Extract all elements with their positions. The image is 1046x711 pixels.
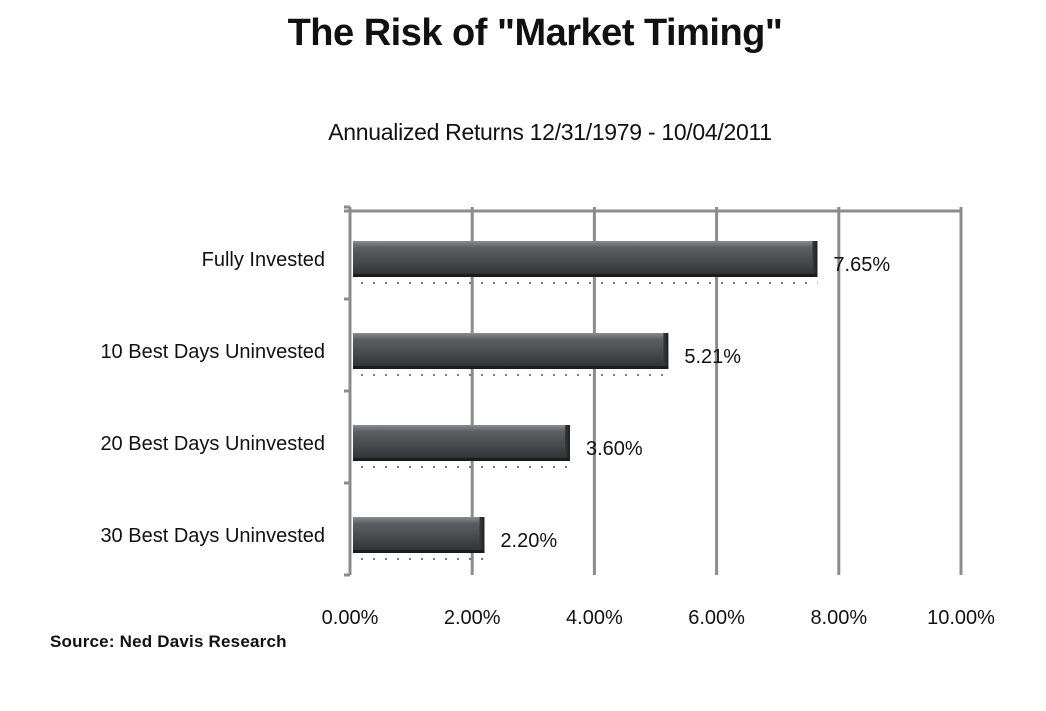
chart-title: The Risk of "Market Timing" [287,12,783,54]
data-label: 5.21% [684,346,741,368]
bar [353,333,669,376]
bar-end-cap [564,425,570,461]
labels: 0.00% 2.00% 4.00% 6.00% 8.00% 10.00% Fully Inv… [100,249,995,629]
category-label: 10 Best Days Uninvested [100,341,325,363]
chart-subtitle: Annualized Returns 12/31/1979 - 10/04/20… [328,119,772,145]
x-tick-label: 10.00% [927,607,995,629]
bar-bottom-edge [353,366,669,369]
category-label: 30 Best Days Uninvested [100,525,325,547]
source-note: Source: Ned Davis Research [50,632,287,651]
x-tick-label: 6.00% [688,607,745,629]
bar-end-cap [479,517,485,553]
bar [353,517,485,560]
bar-end-cap [663,333,669,369]
x-tick-label: 2.00% [444,607,501,629]
category-label: Fully Invested [202,249,325,271]
bar-body [353,241,818,277]
x-tick-label: 8.00% [810,607,867,629]
bars [353,241,818,560]
bar-body [353,333,669,369]
bar [353,241,818,284]
data-label: 3.60% [586,438,643,460]
bar-bottom-edge [353,550,485,553]
data-label: 2.20% [500,530,557,552]
bar-end-cap [812,241,818,277]
bar-bottom-edge [353,274,818,277]
data-label: 7.65% [833,254,890,276]
bar-bottom-edge [353,458,570,461]
bar-body [353,425,570,461]
bar-body [353,517,485,553]
category-label: 20 Best Days Uninvested [100,433,325,455]
x-tick-label: 0.00% [322,607,379,629]
bar [353,425,570,468]
y-axis [344,205,352,577]
x-tick-label: 4.00% [566,607,623,629]
